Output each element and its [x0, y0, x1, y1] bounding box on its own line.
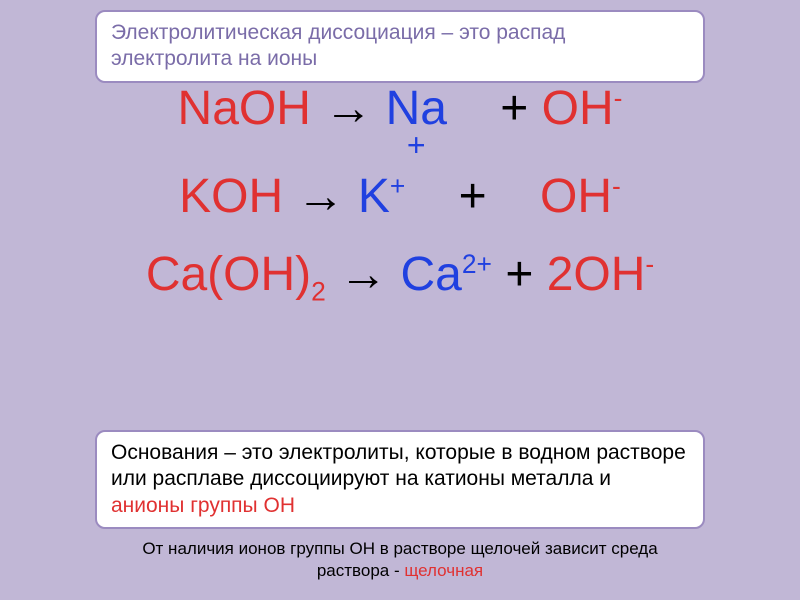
eq3-plus: + — [505, 248, 533, 301]
equations-area: NaOH → Na + + OH- KOH → K+ + OH- Ca(OH)2… — [0, 85, 800, 311]
definition-bottom: Основания – это электролиты, которые в в… — [95, 430, 705, 529]
eq2-k: K — [358, 170, 390, 223]
footer-note: От наличия ионов группы ОН в растворе ще… — [0, 538, 800, 582]
eq1-ion2: OH- — [542, 82, 623, 135]
footer-line2-red: щелочная — [404, 561, 483, 580]
eq3-caoh: Ca(OH) — [146, 248, 311, 301]
definition-bottom-text: Основания – это электролиты, которые в в… — [111, 441, 686, 490]
eq2-oh-charge: - — [612, 171, 621, 201]
footer-line2-black: раствора - — [317, 561, 405, 580]
eq1-left: NaOH — [178, 82, 311, 135]
equation-2: KOH → K+ + OH- — [0, 173, 800, 221]
eq1-ion1-charge: + — [407, 129, 426, 161]
eq3-coeff: 2 — [547, 248, 574, 301]
eq2-ion2: OH- — [540, 170, 621, 223]
eq3-sub2: 2 — [311, 277, 326, 307]
eq3-ca-charge: 2+ — [462, 249, 492, 279]
eq3-oh-charge: - — [645, 249, 654, 279]
arrow-icon: → — [297, 170, 345, 223]
eq1-oh: OH — [542, 82, 614, 135]
eq2-oh: OH — [540, 170, 612, 223]
eq3-ion1: Ca2+ — [401, 248, 492, 301]
eq2-ion1: K+ — [358, 170, 405, 223]
eq1-plus: + — [500, 82, 528, 135]
definition-top: Электролитическая диссоциация – это расп… — [95, 10, 705, 83]
eq3-left: Ca(OH)2 — [146, 248, 326, 301]
eq2-k-charge: + — [390, 171, 405, 201]
eq1-ion1-wrap: Na + — [386, 85, 447, 133]
equation-3: Ca(OH)2 → Ca2+ + 2OH- — [0, 251, 800, 305]
eq2-left: KOH — [179, 170, 283, 223]
definition-bottom-red: анионы группы ОН — [111, 494, 295, 517]
eq3-ion2: 2OH- — [547, 248, 655, 301]
eq3-oh: OH — [573, 248, 645, 301]
arrow-icon: → — [324, 82, 372, 135]
eq1-oh-charge: - — [614, 83, 623, 113]
equation-1: NaOH → Na + + OH- — [0, 85, 800, 133]
footer-line1: От наличия ионов группы ОН в растворе ще… — [142, 539, 657, 558]
definition-top-text: Электролитическая диссоциация – это расп… — [111, 21, 565, 70]
eq2-plus: + — [459, 170, 487, 223]
arrow-icon: → — [339, 248, 387, 301]
eq3-ca: Ca — [401, 248, 462, 301]
